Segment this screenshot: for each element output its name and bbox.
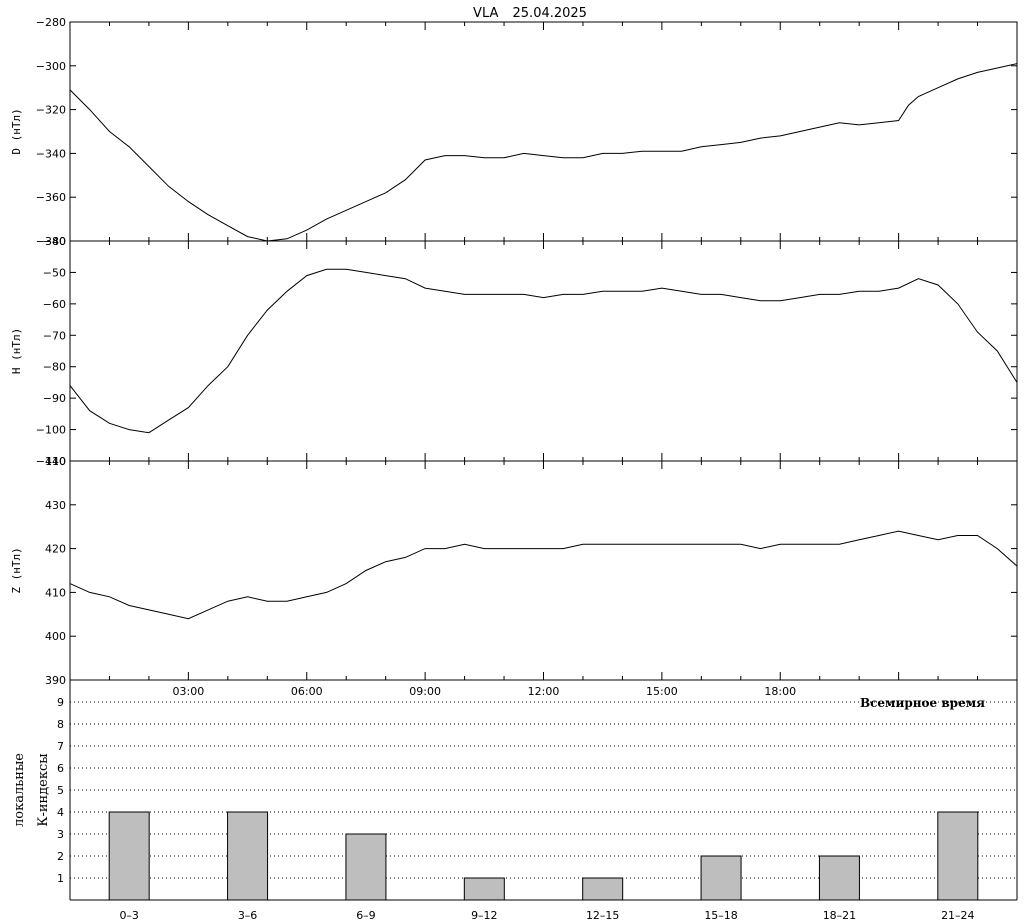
k-category-label: 3–6 bbox=[238, 909, 258, 921]
time-tick-label: 18:00 bbox=[764, 685, 796, 698]
y-tick-label: −60 bbox=[43, 298, 66, 311]
y-tick-label: −40 bbox=[43, 235, 66, 248]
k-index-bar bbox=[463, 877, 505, 901]
observation-date: 25.04.2025 bbox=[513, 6, 587, 21]
y-tick-label: −100 bbox=[36, 424, 66, 437]
k-index-bar bbox=[818, 855, 860, 901]
y-tick-label: 400 bbox=[45, 630, 66, 643]
y-axis-label: Z (нТл) bbox=[10, 547, 23, 593]
y-tick-label: −80 bbox=[43, 361, 66, 374]
k-index-bar bbox=[345, 833, 387, 901]
k-index-bar bbox=[227, 811, 269, 901]
y-tick-label: −110 bbox=[36, 455, 66, 468]
chart-title: VLA 25.04.2025 bbox=[473, 6, 587, 21]
y-axis-label: H (нТл) bbox=[10, 328, 23, 374]
k-category-label: 6–9 bbox=[356, 909, 376, 921]
time-tick-label: 09:00 bbox=[409, 685, 441, 698]
k-tick-label: 6 bbox=[57, 762, 64, 775]
k-category-label: 15–18 bbox=[704, 909, 738, 921]
y-tick-label: 430 bbox=[45, 499, 66, 512]
y-tick-label: 410 bbox=[45, 586, 66, 599]
k-category-label: 9–12 bbox=[471, 909, 498, 921]
station-code: VLA bbox=[473, 6, 498, 21]
k-index-bar bbox=[937, 811, 979, 901]
k-tick-label: 8 bbox=[57, 718, 64, 731]
k-axis-label-line2: К-индексы bbox=[36, 753, 51, 826]
z-component-panel: 440 430 420 410 400 390 Z (нТл) bbox=[10, 455, 1018, 687]
time-axis-title: Всемирное время bbox=[860, 696, 985, 710]
k-category-label: 18–21 bbox=[823, 909, 857, 921]
k-tick-label: 3 bbox=[57, 828, 64, 841]
k-tick-label: 5 bbox=[57, 784, 64, 797]
k-index-panel: 1 2 3 4 5 6 7 8 9 0–3 3–6 6–9 9–12 12–15 15–18 18–21 21–… bbox=[12, 680, 1018, 921]
plot-frame-d bbox=[69, 21, 1018, 242]
y-tick-label: 420 bbox=[45, 543, 66, 556]
y-tick-label: −380 bbox=[36, 235, 66, 248]
k-category-label: 21–24 bbox=[941, 909, 975, 921]
y-tick-label: −340 bbox=[36, 147, 66, 160]
k-index-bar bbox=[108, 811, 150, 901]
plot-frame-z bbox=[69, 460, 1018, 681]
plot-frame-h bbox=[69, 240, 1018, 462]
k-category-label: 12–15 bbox=[586, 909, 620, 921]
y-tick-label: −90 bbox=[43, 392, 66, 405]
series-line-d bbox=[69, 63, 1018, 242]
time-tick-label: 15:00 bbox=[646, 685, 678, 698]
series-line-h bbox=[69, 268, 1018, 434]
k-tick-label: 7 bbox=[57, 740, 64, 753]
time-tick-label: 06:00 bbox=[291, 685, 323, 698]
time-tick-label: 03:00 bbox=[173, 685, 205, 698]
k-category-label: 0–3 bbox=[119, 909, 139, 921]
k-axis-label-line1: локальные bbox=[12, 753, 27, 827]
series-line-z bbox=[69, 530, 1018, 620]
y-tick-label: −70 bbox=[43, 329, 66, 342]
h-component-panel: −40 −50 −60 −70 −80 −90 −100 −110 H (нТл) bbox=[10, 235, 1018, 468]
y-tick-label: −360 bbox=[36, 191, 66, 204]
k-index-bar bbox=[582, 877, 624, 901]
k-tick-label: 1 bbox=[57, 872, 64, 885]
y-axis-label: D (нТл) bbox=[10, 108, 23, 154]
y-tick-label: −50 bbox=[43, 266, 66, 279]
k-tick-label: 2 bbox=[57, 850, 64, 863]
y-tick-label: −280 bbox=[36, 16, 66, 29]
y-tick-label: 440 bbox=[45, 455, 66, 468]
k-tick-label: 9 bbox=[57, 696, 64, 709]
y-tick-label: 390 bbox=[45, 674, 66, 687]
k-index-bar bbox=[700, 855, 742, 901]
y-tick-label: −300 bbox=[36, 60, 66, 73]
time-axis-labels: 03:00 06:00 09:00 12:00 15:00 18:00 bbox=[173, 685, 797, 698]
d-component-panel: −280 −300 −320 −340 −360 −380 D (нТл) bbox=[10, 16, 1018, 248]
time-tick-label: 12:00 bbox=[528, 685, 560, 698]
y-tick-label: −320 bbox=[36, 104, 66, 117]
k-tick-label: 4 bbox=[57, 806, 64, 819]
